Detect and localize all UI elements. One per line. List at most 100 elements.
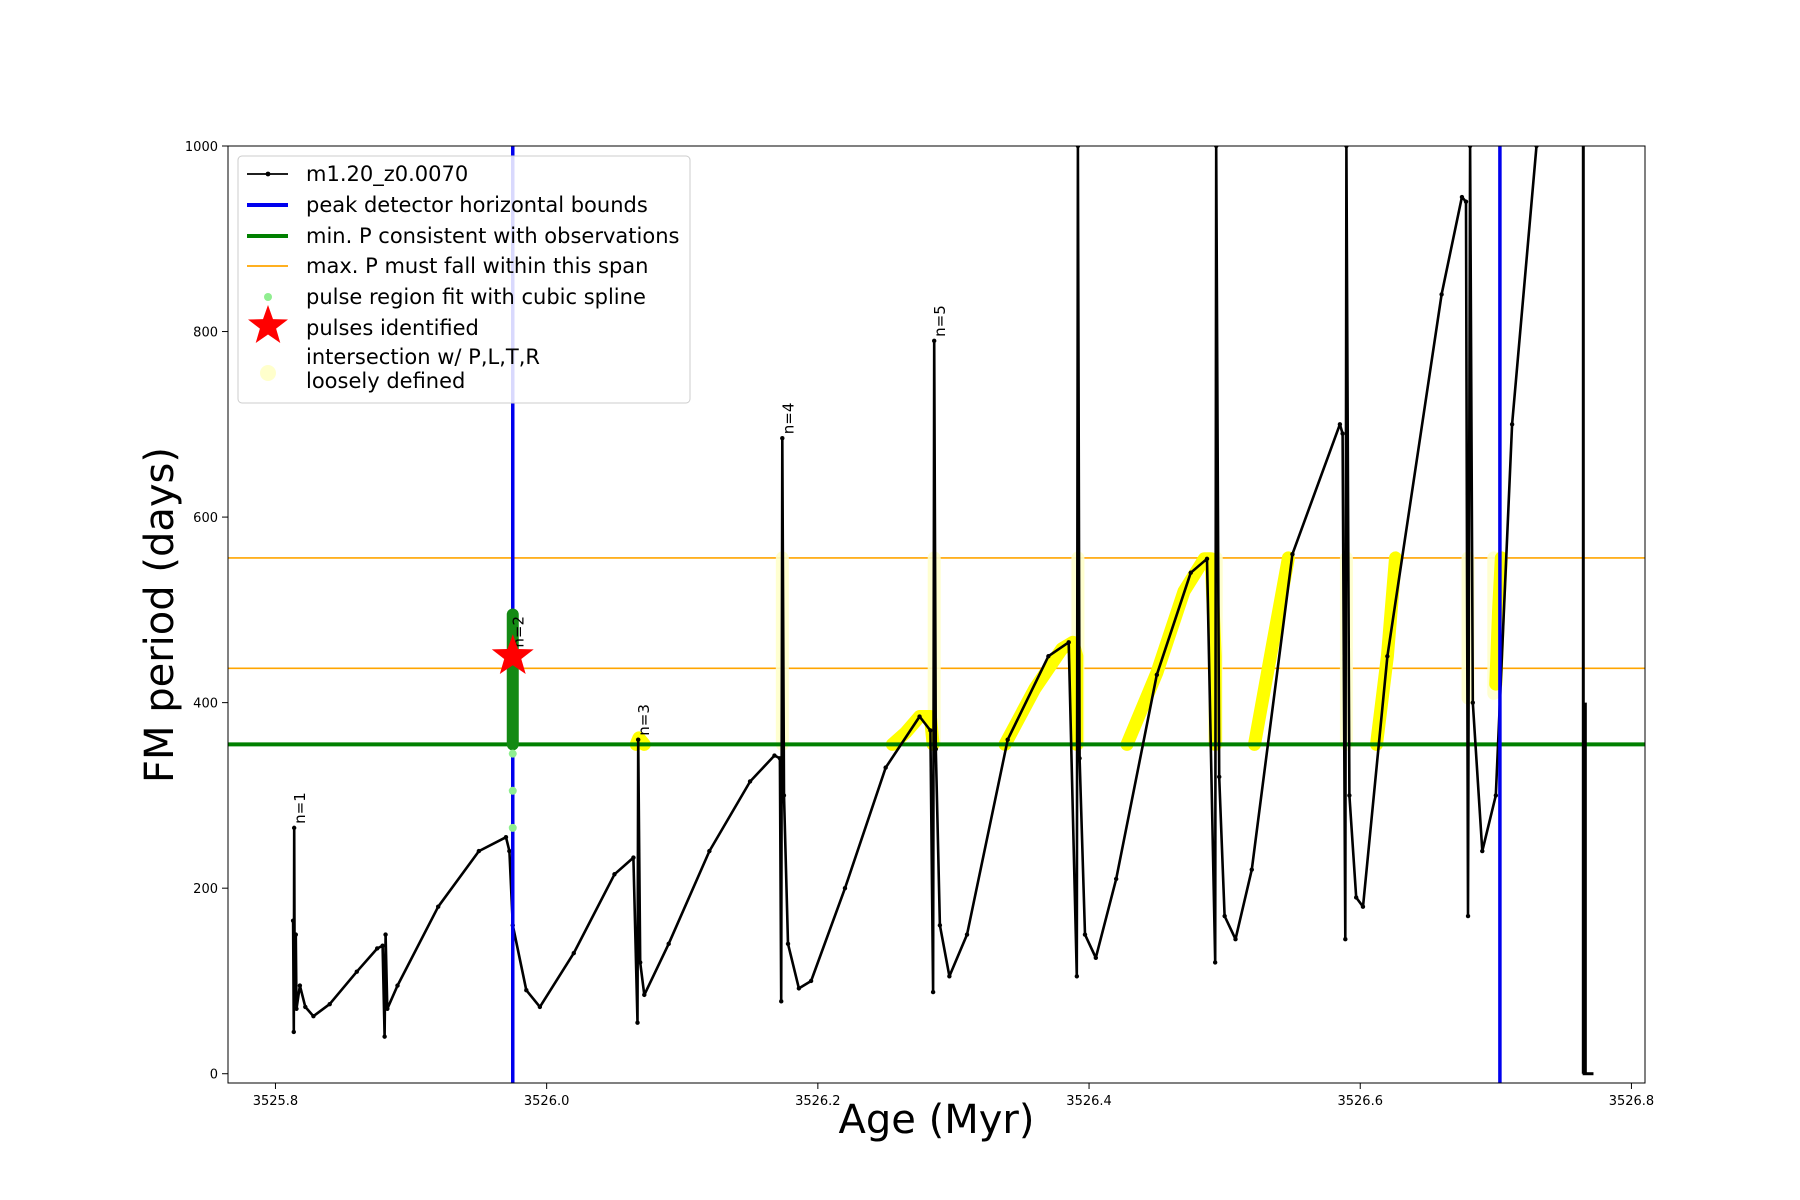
model-point-63	[1188, 570, 1193, 575]
pulse-annotation-1: n=1	[291, 792, 309, 824]
legend-label-3: min. P consistent with observations	[306, 224, 679, 248]
legend-label-2: peak detector horizontal bounds	[306, 193, 648, 217]
model-point-80	[1439, 292, 1444, 297]
model-point-21	[507, 848, 512, 854]
intersection-segment-2	[885, 710, 940, 751]
y-tick-label-3: 400	[193, 697, 218, 712]
x-tick-label-4: 3526.4	[1066, 1094, 1112, 1109]
model-point-87	[1493, 793, 1499, 798]
model-point-4	[292, 997, 297, 1002]
model-point-11	[354, 969, 360, 974]
model-point-77	[1353, 895, 1359, 900]
legend-label-5: pulse region fit with cubic spline	[306, 285, 646, 309]
model-point-43	[842, 885, 848, 891]
model-point-65	[1212, 960, 1218, 965]
model-point-53	[1005, 737, 1010, 742]
model-point-24	[537, 1004, 543, 1010]
x-tick-label-3: 3526.2	[795, 1094, 841, 1109]
y-axis-title: FM period (days)	[137, 447, 183, 783]
model-point-32	[666, 941, 671, 947]
model-point-85	[1470, 700, 1475, 705]
model-point-29	[635, 737, 641, 742]
x-tick-label-5: 3526.6	[1337, 1094, 1383, 1109]
model-point-71	[1290, 551, 1295, 557]
pulse-annotation-5: n=5	[931, 305, 949, 337]
y-tick-label-6: 1000	[185, 140, 218, 155]
model-point-72	[1337, 422, 1343, 427]
pulse-star-1	[491, 634, 534, 674]
intersection-segment-6	[1370, 551, 1402, 751]
model-point-88	[1509, 422, 1515, 427]
model-point-86	[1480, 848, 1485, 854]
model-point-78	[1360, 904, 1366, 909]
y-tick-label-2: 200	[193, 882, 218, 897]
pulse-annotation-4: n=4	[779, 403, 797, 435]
model-point-33	[707, 848, 712, 854]
model-point-7	[297, 983, 303, 988]
x-axis-title: Age (Myr)	[839, 1097, 1035, 1143]
spline-fit-point-2	[508, 786, 517, 795]
model-point-28	[635, 1020, 640, 1025]
model-point-39	[781, 793, 787, 798]
spline-fit-point-1	[508, 749, 517, 758]
model-point-56	[1074, 974, 1080, 979]
model-point-25	[571, 950, 576, 956]
model-point-17	[395, 983, 400, 988]
model-point-40	[785, 941, 791, 947]
x-tick-label-1: 3525.8	[253, 1094, 299, 1109]
model-point-60	[1093, 955, 1099, 960]
model-point-74	[1343, 937, 1348, 942]
model-point-41	[796, 986, 802, 991]
model-point-51	[947, 974, 952, 979]
model-point-69	[1233, 937, 1238, 942]
model-point-42	[808, 978, 814, 984]
legend-label-7: intersection w/ P,L,T,R	[306, 345, 540, 369]
legend-label-1: m1.20_z0.0070	[306, 162, 468, 187]
model-point-8	[303, 1004, 308, 1010]
model-point-23	[524, 988, 529, 993]
model-point-59	[1082, 932, 1088, 937]
plot-frame	[227, 145, 1646, 1084]
model-point-47	[930, 989, 936, 995]
model-point-73	[1340, 431, 1345, 436]
model-point-55	[1066, 640, 1071, 645]
model-point-34	[747, 779, 753, 784]
intersection-segment-5	[1248, 551, 1295, 751]
y-tick-label-1: 0	[210, 1068, 218, 1083]
legend-label-7-line2: loosely defined	[306, 369, 465, 393]
model-point-9	[311, 1014, 316, 1019]
model-point-27	[631, 855, 636, 860]
model-point-20	[503, 834, 509, 840]
model-point-50	[937, 923, 943, 928]
model-point-35	[772, 753, 777, 758]
model-point-31	[642, 992, 647, 998]
model-point-75	[1344, 146, 1349, 149]
model-point-49	[933, 746, 939, 752]
model-point-89	[1534, 146, 1539, 149]
model-point-83	[1465, 913, 1471, 919]
legend-label-6: pulses identified	[306, 316, 479, 340]
legend-label-4: max. P must fall within this span	[306, 254, 648, 278]
model-point-26	[612, 872, 617, 877]
model-point-45	[917, 714, 922, 719]
model-point-62	[1154, 672, 1160, 678]
model-point-48	[931, 338, 937, 344]
model-point-12	[374, 946, 380, 951]
legend-handle-star	[248, 305, 288, 343]
intersection-segment-3	[998, 635, 1084, 751]
model-point-44	[883, 765, 888, 770]
model-point-70	[1249, 867, 1254, 872]
legend-handle-model-dot	[265, 171, 271, 177]
model-point-5	[293, 932, 298, 937]
model-point-1	[290, 918, 296, 923]
legend-handle-intersection	[260, 365, 276, 381]
model-point-16	[385, 1006, 390, 1011]
model-point-30	[638, 960, 643, 965]
model-point-46	[928, 728, 933, 733]
model-point-57	[1075, 146, 1081, 149]
model-point-37	[779, 999, 784, 1004]
x-tick-label-6: 3526.8	[1609, 1094, 1655, 1109]
model-point-76	[1347, 793, 1352, 798]
